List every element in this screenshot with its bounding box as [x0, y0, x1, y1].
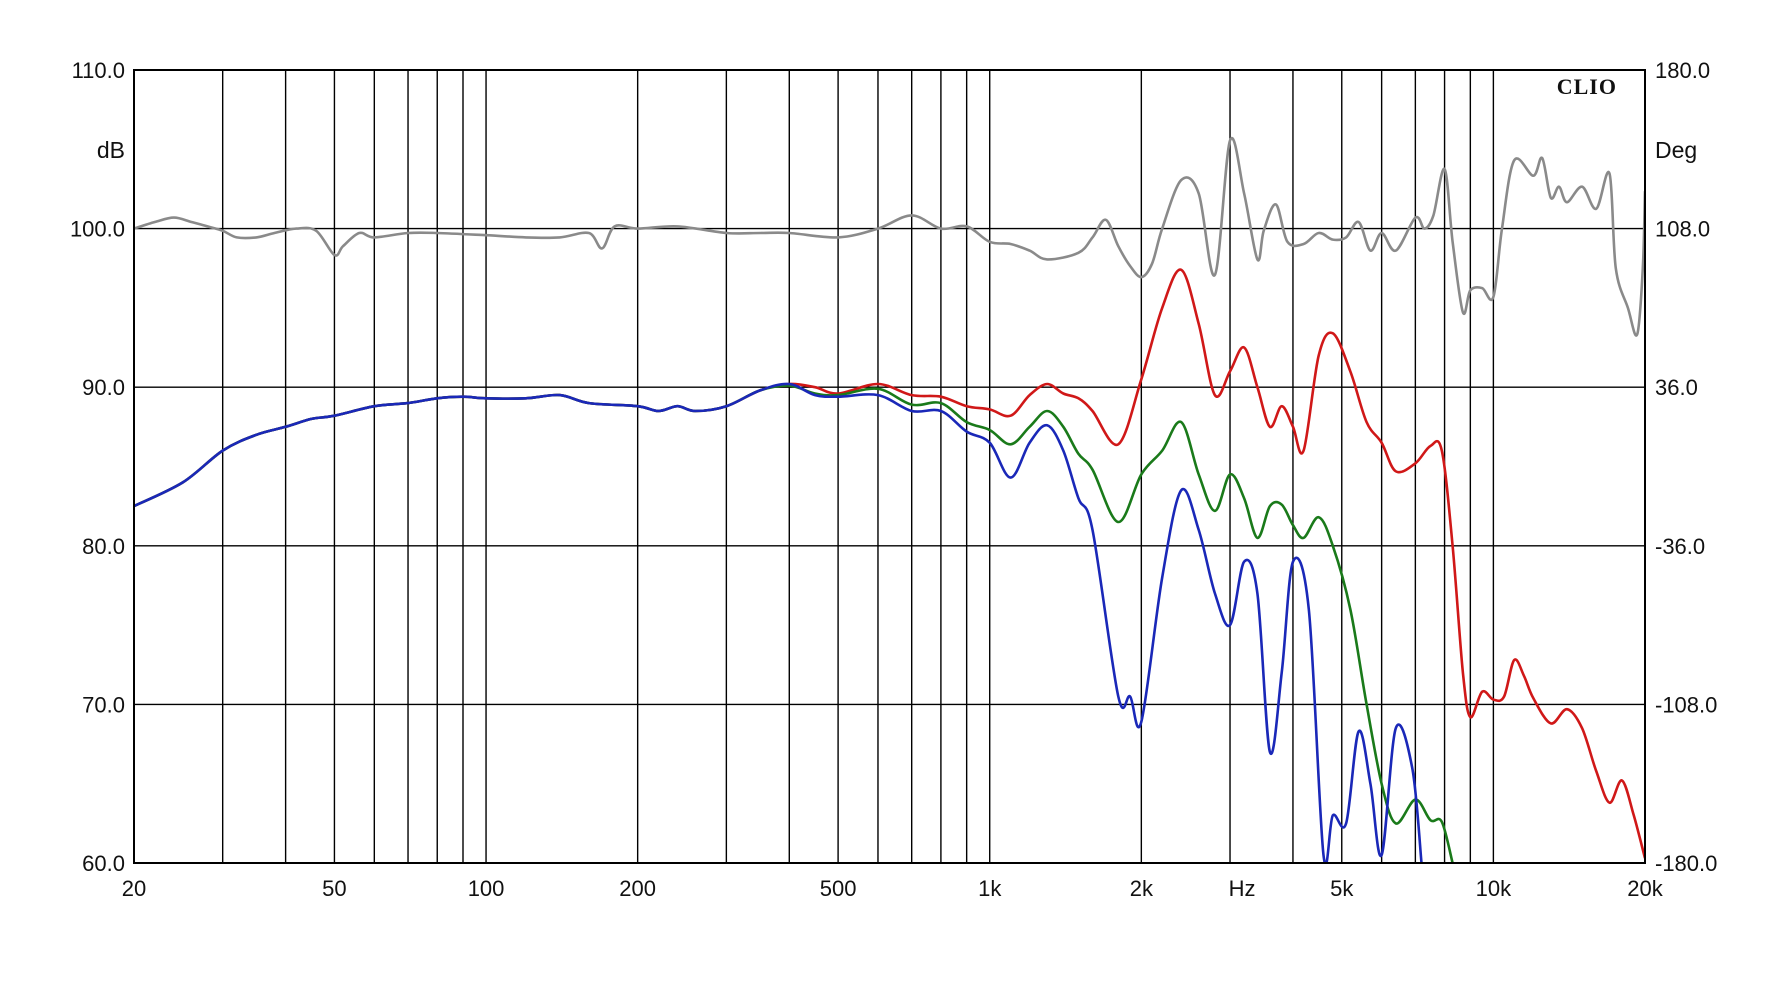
y-left-tick-label: 110.0	[72, 58, 125, 83]
x-tick-label: 20k	[1627, 876, 1663, 901]
x-tick-label: 20	[122, 876, 146, 901]
y-right-tick-label: 36.0	[1655, 375, 1698, 400]
y-left-tick-label: 90.0	[82, 375, 125, 400]
y-right-tick-label: -36.0	[1655, 534, 1705, 559]
x-tick-label: 100	[468, 876, 505, 901]
y-left-tick-label: 80.0	[82, 534, 125, 559]
x-tick-label: 2k	[1130, 876, 1154, 901]
x-tick-label: 1k	[978, 876, 1002, 901]
y-axis-left-unit: dB	[97, 137, 125, 163]
series-group	[134, 136, 1645, 863]
tick-labels: 20 50 100 200 500 1k 2k 5k 10k 20k 60.0 70.0 80.0 90.…	[70, 58, 1717, 901]
y-left-tick-label: 60.0	[82, 851, 125, 876]
x-tick-label: 5k	[1330, 876, 1354, 901]
y-left-tick-label: 100.0	[70, 217, 125, 242]
x-tick-label: 10k	[1476, 876, 1512, 901]
series-line-3	[134, 382, 1423, 863]
brand-label: CLIO	[1557, 74, 1617, 99]
y-right-tick-label: -180.0	[1655, 851, 1717, 876]
y-right-tick-label: -108.0	[1655, 692, 1717, 717]
x-tick-label: 50	[322, 876, 346, 901]
series-line-4	[134, 136, 1645, 337]
x-tick-label: 500	[820, 876, 857, 901]
x-tick-label: 200	[619, 876, 656, 901]
y-right-tick-label: 180.0	[1655, 58, 1710, 83]
y-right-tick-label: 108.0	[1655, 217, 1710, 242]
y-left-tick-label: 70.0	[82, 692, 125, 717]
x-axis-unit: Hz	[1229, 876, 1256, 901]
y-axis-right-unit: Deg	[1655, 137, 1697, 163]
plot-frame	[133, 69, 1646, 864]
